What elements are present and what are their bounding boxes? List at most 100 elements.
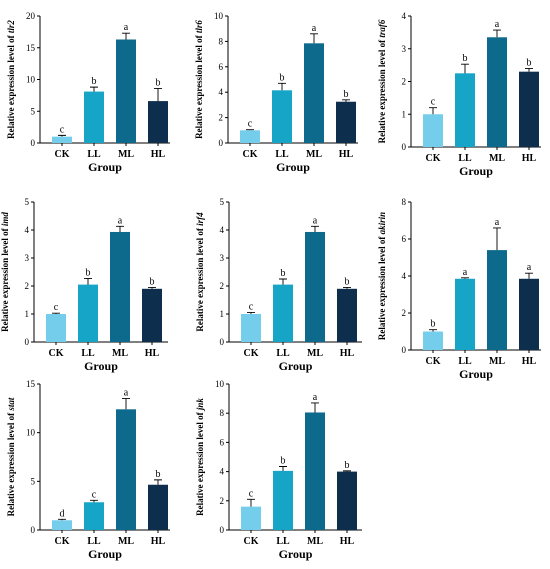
error-bar (154, 479, 162, 485)
error-bar (58, 134, 66, 137)
y-tick-label: 2 (402, 308, 407, 318)
error-bar (122, 398, 130, 410)
x-tick-label: LL (81, 348, 95, 359)
y-tick-label: 6 (220, 437, 225, 447)
y-tick-label: 4 (220, 467, 225, 477)
error-bar (343, 286, 351, 289)
y-tick-label: 4 (402, 271, 407, 281)
y-axis-title-gene: tlr6 (194, 20, 204, 34)
significance-label: b (281, 268, 286, 279)
bar-ML (304, 43, 324, 143)
x-axis-title: Group (279, 359, 313, 373)
x-tick-label: LL (458, 356, 472, 367)
y-tick-label: 10 (214, 11, 224, 21)
significance-label: b (431, 319, 436, 330)
error-bar (154, 87, 162, 102)
significance-label: a (118, 215, 123, 226)
y-axis-title-prefix: Relative expression level of (0, 226, 10, 332)
bar-LL (455, 73, 475, 147)
chart-panel-stat: 0 5 10 15 d CK c LL a ML b HL Group Relative expressi… (6, 379, 170, 561)
x-tick-label: CK (426, 153, 441, 164)
significance-label: a (495, 217, 500, 228)
bar-LL (84, 502, 104, 530)
bar-HL (336, 101, 356, 143)
y-tick-label: 3 (25, 253, 30, 263)
y-axis-title-prefix: Relative expression level of (195, 226, 205, 332)
error-bar (525, 67, 533, 72)
chart-panel-akirin: 0 2 4 6 8 b CK a LL a ML a HL Group Relative expressio… (377, 197, 541, 381)
x-tick-label: HL (340, 536, 355, 547)
error-bar (342, 99, 350, 102)
y-axis-title-gene: akirin (377, 212, 387, 235)
error-bar (279, 278, 287, 285)
x-tick-label: CK (55, 536, 70, 547)
y-tick-label: 10 (215, 379, 225, 389)
y-tick-label: 15 (26, 379, 36, 389)
bar-LL (273, 284, 293, 342)
y-axis-title-prefix: Relative expression level of (6, 411, 16, 517)
y-tick-label: 6 (219, 62, 224, 72)
y-tick-label: 3 (220, 253, 225, 263)
significance-label: b (156, 77, 161, 88)
significance-label: b (156, 469, 161, 480)
y-axis-title: Relative expression level of traf6 (377, 19, 387, 143)
bar-ML (487, 37, 507, 147)
bar-ML (110, 231, 130, 342)
error-bar (90, 499, 98, 503)
y-tick-label: 1 (220, 309, 225, 319)
significance-label: a (313, 392, 318, 403)
x-tick-label: ML (118, 149, 134, 160)
significance-label: b (345, 276, 350, 287)
y-tick-label: 2 (25, 281, 30, 291)
significance-label: b (527, 57, 532, 68)
bar-LL (84, 91, 104, 143)
y-axis-title-prefix: Relative expression level of (377, 234, 387, 340)
y-tick-label: 1 (25, 309, 30, 319)
x-tick-label: HL (339, 149, 354, 160)
chart-panel-imd: 0 1 2 3 4 5 c CK b LL a ML b HL Group Relative expressi… (0, 197, 168, 373)
significance-label: a (124, 388, 129, 399)
x-axis-title: Group (88, 547, 122, 561)
y-tick-label: 5 (31, 476, 36, 486)
x-axis-title: Group (276, 160, 310, 174)
error-bar (493, 29, 501, 38)
x-tick-label: HL (145, 348, 160, 359)
chart-panel-irf4: 0 1 2 3 4 5 c CK b LL a ML b HL Group Relative expressi… (195, 197, 362, 373)
bar-HL (148, 484, 168, 530)
error-bar (310, 33, 318, 44)
y-tick-label: 4 (219, 87, 224, 97)
error-bar (493, 227, 501, 251)
significance-label: c (249, 488, 254, 499)
y-tick-label: 2 (402, 77, 407, 87)
significance-label: b (150, 276, 155, 287)
y-axis-title: Relative expression level of akirin (377, 212, 387, 340)
x-tick-label: ML (307, 348, 323, 359)
y-tick-label: 2 (220, 281, 225, 291)
significance-label: b (280, 72, 285, 83)
error-bar (122, 32, 130, 40)
significance-label: b (463, 53, 468, 64)
significance-label: c (60, 124, 65, 135)
error-bar (461, 63, 469, 74)
x-tick-label: CK (49, 348, 64, 359)
error-bar (90, 86, 98, 92)
x-tick-label: HL (151, 536, 166, 547)
x-tick-label: CK (426, 356, 441, 367)
significance-label: a (312, 23, 317, 34)
y-tick-label: 8 (219, 36, 224, 46)
error-bar (279, 466, 287, 471)
error-bar (247, 498, 255, 507)
chart-panel-tlr2: 0 5 10 15 20 c CK b LL a ML b HL Group Relative expres… (6, 11, 170, 174)
significance-label: c (431, 97, 436, 108)
y-tick-label: 5 (25, 197, 30, 207)
y-tick-label: 0 (31, 525, 36, 535)
bar-CK (241, 506, 261, 530)
y-axis-title: Relative expression level of tlr6 (194, 20, 204, 139)
y-tick-label: 0 (220, 337, 225, 347)
y-tick-label: 10 (26, 428, 36, 438)
y-tick-label: 0 (31, 138, 36, 148)
error-bar (461, 277, 469, 279)
error-bar (52, 312, 60, 314)
error-bar (278, 82, 286, 91)
bar-CK (52, 136, 72, 143)
